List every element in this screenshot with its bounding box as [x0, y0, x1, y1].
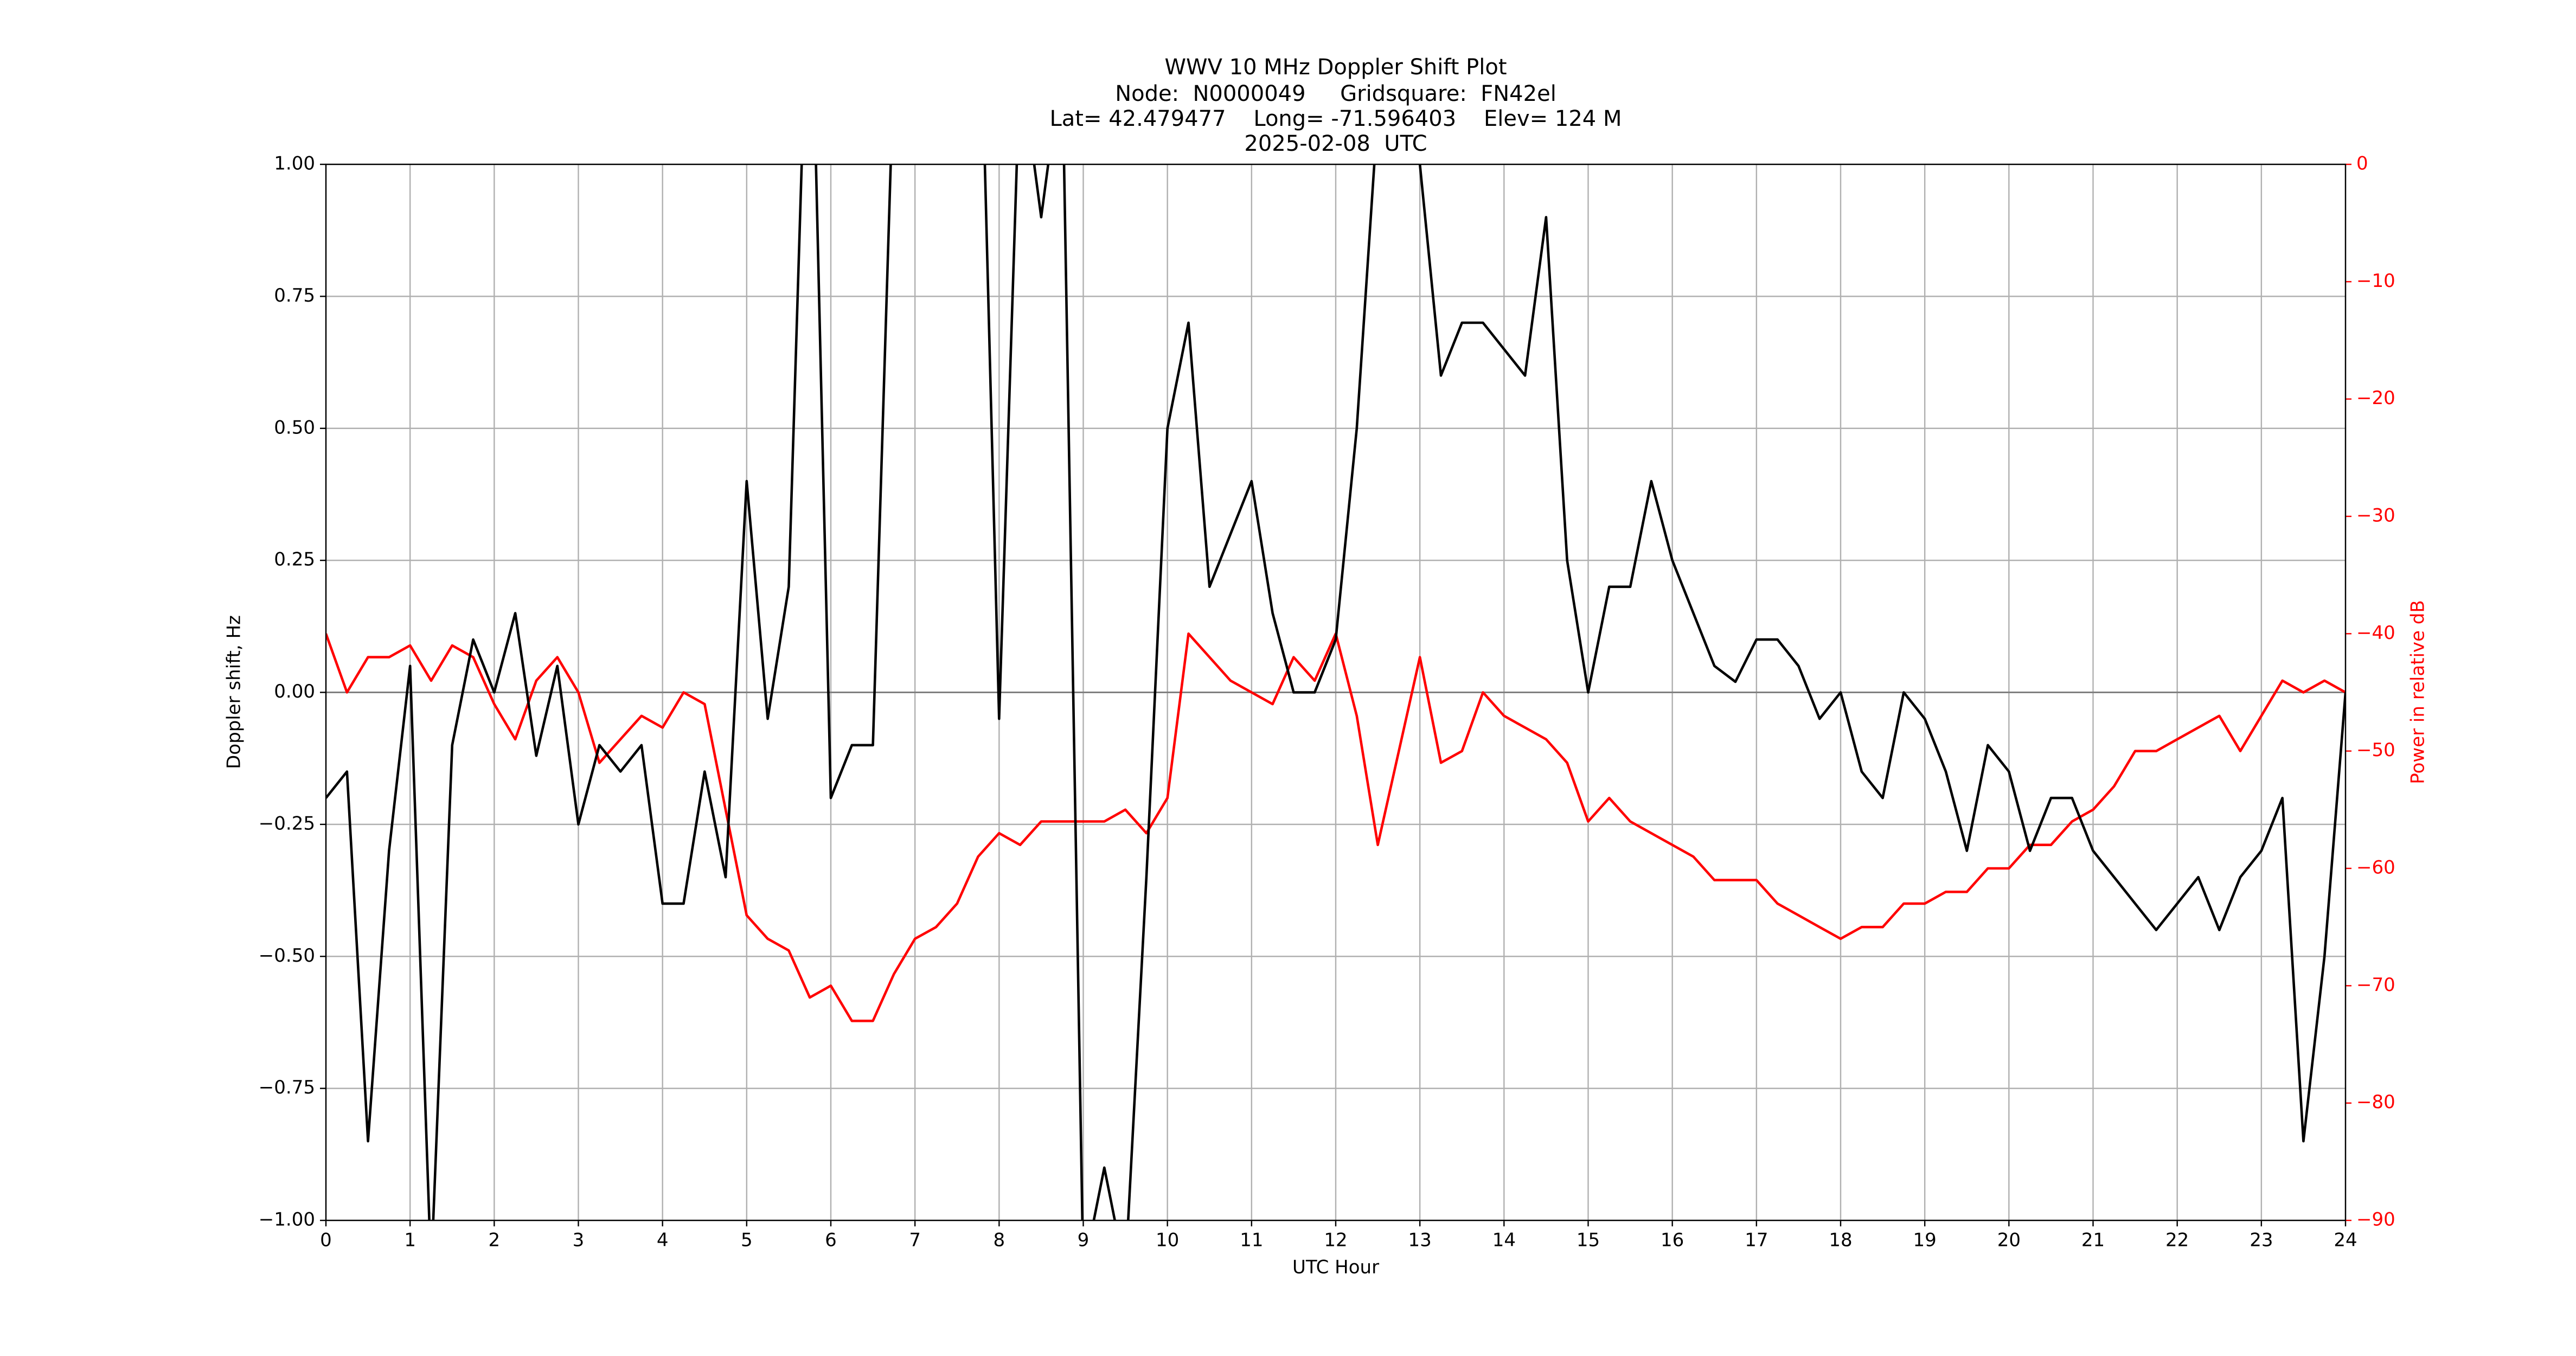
plot-frame	[325, 163, 2347, 1221]
x-tick-label: 17	[1745, 1230, 1768, 1251]
x-tick-label: 13	[1408, 1230, 1432, 1251]
x-tick-label: 14	[1492, 1230, 1516, 1251]
x-tick-label: 19	[1913, 1230, 1937, 1251]
y-tick-label: 0.25	[274, 549, 315, 571]
data-line	[326, 164, 2346, 1220]
y-tick-label: −0.50	[259, 945, 315, 967]
y2-tick-label: −50	[2356, 739, 2395, 761]
y-tick-label: −0.75	[259, 1077, 315, 1098]
x-tick-label: 3	[573, 1230, 585, 1251]
y2-tick-label: −10	[2356, 270, 2395, 292]
y2-tick-label: −40	[2356, 622, 2395, 644]
x-tick-label: 4	[657, 1230, 669, 1251]
y-tick-label: 1.00	[274, 153, 315, 175]
x-tick-label: 7	[909, 1230, 921, 1251]
y-tick-label: −0.25	[259, 813, 315, 834]
plot-area	[326, 164, 2346, 1220]
y2-tick-label: −90	[2356, 1209, 2395, 1231]
x-tick-label: 2	[489, 1230, 501, 1251]
y2-tick-label: −20	[2356, 387, 2395, 409]
x-tick-label: 23	[2250, 1230, 2273, 1251]
x-axis-label: UTC Hour	[1292, 1257, 1379, 1278]
y2-tick-label: −70	[2356, 974, 2395, 996]
x-tick-label: 21	[2081, 1230, 2105, 1251]
x-tick-label: 15	[1577, 1230, 1600, 1251]
chart-title: Node: N0000049 Gridsquare: FN42el	[1115, 81, 1556, 106]
x-tick-label: 12	[1324, 1230, 1347, 1251]
chart-title: WWV 10 MHz Doppler Shift Plot	[1164, 55, 1507, 80]
y-axis-label: Doppler shift, Hz	[223, 615, 245, 769]
y2-tick-label: 0	[2356, 153, 2368, 175]
x-tick-label: 18	[1829, 1230, 1852, 1251]
x-tick-label: 11	[1240, 1230, 1263, 1251]
x-tick-label: 6	[825, 1230, 837, 1251]
y-tick-label: 0.75	[274, 285, 315, 306]
x-tick-label: 9	[1078, 1230, 1090, 1251]
y-tick-label: 0.50	[274, 417, 315, 438]
y2-axis-label: Power in relative dB	[2407, 600, 2429, 784]
x-tick-label: 20	[1997, 1230, 2021, 1251]
y-tick-label: 0.00	[274, 681, 315, 702]
x-tick-label: 5	[741, 1230, 753, 1251]
y2-tick-label: −60	[2356, 857, 2395, 879]
chart-title: 2025-02-08 UTC	[1244, 131, 1427, 156]
x-tick-label: 0	[320, 1230, 332, 1251]
x-tick-label: 16	[1661, 1230, 1684, 1251]
x-tick-label: 22	[2165, 1230, 2189, 1251]
y2-tick-label: −30	[2356, 505, 2395, 527]
x-tick-label: 1	[404, 1230, 416, 1251]
x-tick-label: 10	[1156, 1230, 1179, 1251]
y-tick-label: −1.00	[259, 1209, 315, 1231]
x-tick-label: 24	[2334, 1230, 2357, 1251]
chart-title: Lat= 42.479477 Long= -71.596403 Elev= 12…	[1050, 106, 1622, 131]
x-tick-label: 8	[994, 1230, 1005, 1251]
y2-tick-label: −80	[2356, 1091, 2395, 1113]
